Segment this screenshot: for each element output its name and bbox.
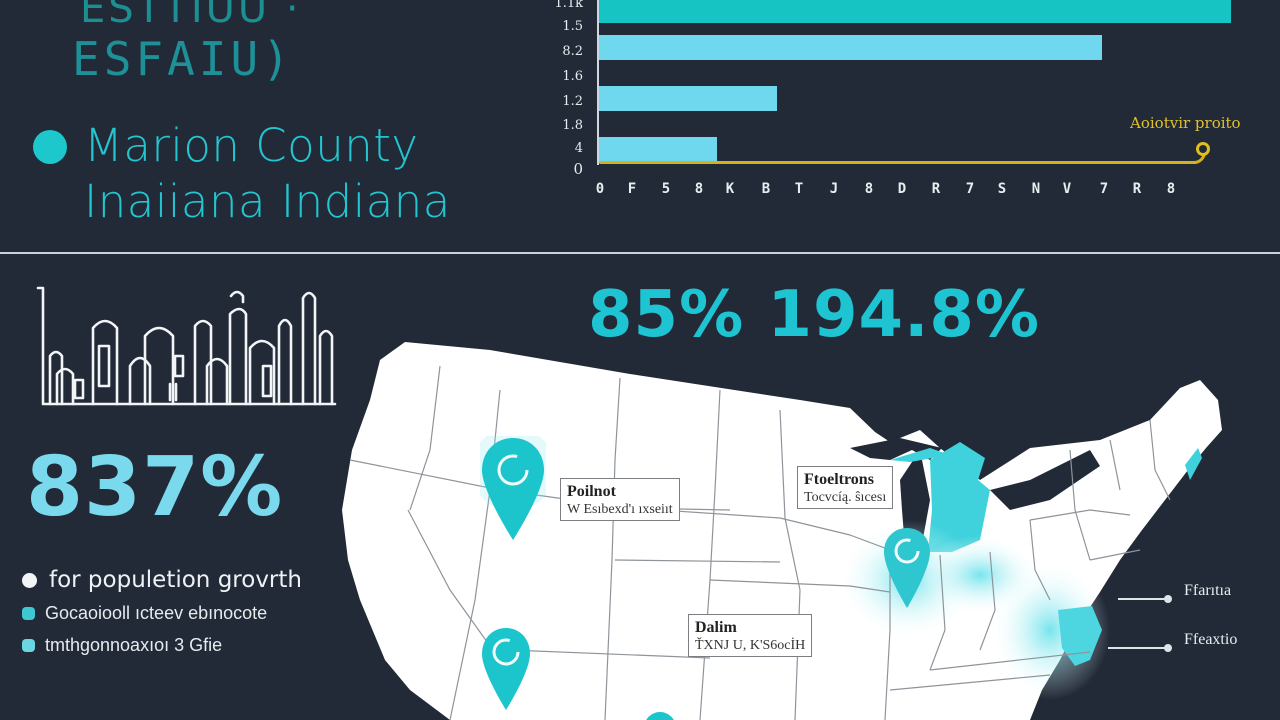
county-title-line2: Inaiiana Indiana [84, 175, 451, 228]
header-title-fragment: ESTTIUU · [80, 0, 693, 32]
x-tick: V [1062, 181, 1072, 197]
bar-4 [599, 137, 717, 162]
x-tick: B [761, 181, 771, 197]
x-tick: S [997, 181, 1007, 197]
bar-2 [599, 35, 1102, 60]
legend-label: tmthgonnoaxıoı 3 Gfie [45, 634, 223, 655]
annotation-marker-icon [1196, 142, 1210, 156]
callout-title: Dalim [695, 619, 737, 636]
y-tick: 4 [574, 141, 583, 156]
x-tick: 0 [595, 181, 605, 197]
side-label: Ffeaxtio [1184, 631, 1238, 648]
x-tick: R [931, 181, 941, 197]
legend: for populetion grovrth Gocaoiooll ıcteev… [22, 563, 342, 661]
y-tick: 1.6 [562, 69, 583, 84]
x-tick: K [725, 181, 735, 197]
big-percentage-stat: 837% [26, 440, 284, 535]
leader-line [1118, 595, 1172, 603]
y-tick: 1.2 [562, 94, 583, 109]
map-pin-icon [482, 628, 530, 710]
x-tick: 8 [694, 181, 704, 197]
legend-item: tmthgonnoaxıoı 3 Gfie [22, 629, 342, 661]
legend-label: Gocaoiooll ıcteev ebınocote [45, 602, 268, 623]
section-divider [0, 252, 1280, 254]
y-axis [597, 0, 599, 165]
callout-title: Ftoeltrons [804, 471, 874, 488]
y-tick: 0 [573, 160, 583, 178]
y-tick: 1.5 [562, 19, 583, 34]
legend-dot-icon [22, 572, 37, 588]
x-tick: D [897, 181, 907, 197]
y-tick: 1.8 [562, 118, 583, 133]
leader-line [1108, 644, 1172, 652]
legend-item-main: for populetion grovrth [22, 563, 342, 597]
callout-subtitle: Tocvcíą. ŝıcesı [804, 490, 887, 505]
y-tick: 1.1k [554, 0, 583, 11]
y-tick: 8.2 [562, 44, 583, 59]
map-callout: Ftoeltrons Tocvcíą. ŝıcesı [797, 466, 894, 509]
x-tick: R [1132, 181, 1142, 197]
legend-item: Gocaoiooll ıcteev ebınocote [22, 597, 342, 629]
x-tick: J [829, 181, 839, 197]
legend-dot-icon [22, 606, 35, 620]
x-tick: N [1031, 181, 1041, 197]
x-tick: 5 [661, 181, 671, 197]
map-callout: Poilnot W Esıbexd'ı ıxseiıt [560, 478, 680, 521]
us-map-shape [342, 342, 1222, 720]
legend-dot-icon [22, 638, 35, 652]
x-tick: 7 [965, 181, 975, 197]
header-subtitle: ESFAIU) [72, 32, 294, 86]
city-skyline-icon [36, 286, 337, 406]
callout-subtitle: W Esıbexd'ı ıxseiıt [567, 502, 673, 517]
header-title-text: ESTTIUU · [80, 0, 302, 32]
bar-3 [599, 86, 777, 111]
county-bullet-icon [33, 130, 67, 164]
baseline-curve [1192, 150, 1206, 164]
x-axis-ticks: 0 F 5 8 K B T J 8 D R 7 S N V 7 R 8 [591, 181, 1191, 201]
x-tick: F [627, 181, 637, 197]
baseline-trend-line [599, 161, 1197, 164]
map-callout: Dalim ŤXNJ U, K'S6ocİH [688, 614, 813, 657]
callout-subtitle: ŤXNJ U, K'S6ocİH [695, 638, 806, 653]
map-pin-icon [884, 528, 930, 608]
x-tick: 8 [1166, 181, 1176, 197]
us-map: Poilnot W Esıbexd'ı ıxseiıt Ftoeltrons T… [330, 330, 1280, 720]
x-tick: 7 [1099, 181, 1109, 197]
legend-main-label: for populetion grovrth [49, 567, 302, 593]
side-label: Ffarıtıa [1184, 582, 1232, 599]
x-tick: 8 [864, 181, 874, 197]
headline-stats: 85% 194.8% [588, 278, 1041, 352]
x-tick: T [794, 181, 804, 197]
map-pin-icon [480, 436, 546, 540]
county-title-line1: Marion County [84, 119, 419, 172]
callout-title: Poilnot [567, 483, 616, 500]
county-title: Marion County Inaiiana Indiana [84, 118, 451, 230]
map-pin-icon [646, 712, 674, 720]
annotation-label: Aoiotvir proito [1130, 114, 1241, 132]
bar-1 [599, 0, 1231, 23]
